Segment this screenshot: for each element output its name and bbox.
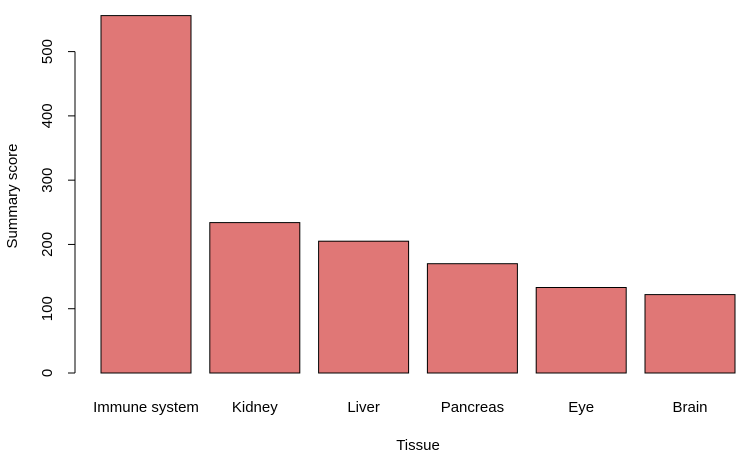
y-tick-label: 500 bbox=[39, 39, 56, 64]
y-tick-label: 200 bbox=[39, 232, 56, 257]
bars-group bbox=[100, 15, 736, 374]
x-tick-label: Pancreas bbox=[441, 399, 504, 416]
bar-liver bbox=[318, 240, 410, 374]
bar-eye bbox=[535, 287, 627, 374]
x-axis-title: Tissue bbox=[396, 437, 440, 454]
y-axis: 0 100 200 300 400 500 bbox=[39, 39, 76, 377]
x-tick-label: Liver bbox=[347, 399, 380, 416]
x-category-labels: Immune system Kidney Liver Pancreas Eye Brain bbox=[93, 399, 707, 416]
y-tick-label: 300 bbox=[39, 168, 56, 193]
x-tick-label: Eye bbox=[568, 399, 594, 416]
y-axis-title: Summary score bbox=[4, 143, 21, 248]
bar-pancreas bbox=[426, 263, 518, 374]
x-tick-label: Kidney bbox=[232, 399, 278, 416]
bar-kidney bbox=[209, 222, 301, 374]
y-tick-label: 100 bbox=[39, 296, 56, 321]
bar-immune-system bbox=[100, 15, 192, 374]
x-tick-label: Brain bbox=[672, 399, 707, 416]
x-tick-label: Immune system bbox=[93, 399, 199, 416]
bar-brain bbox=[644, 294, 736, 374]
y-tick-label: 0 bbox=[39, 369, 56, 377]
y-tick-label: 400 bbox=[39, 103, 56, 128]
